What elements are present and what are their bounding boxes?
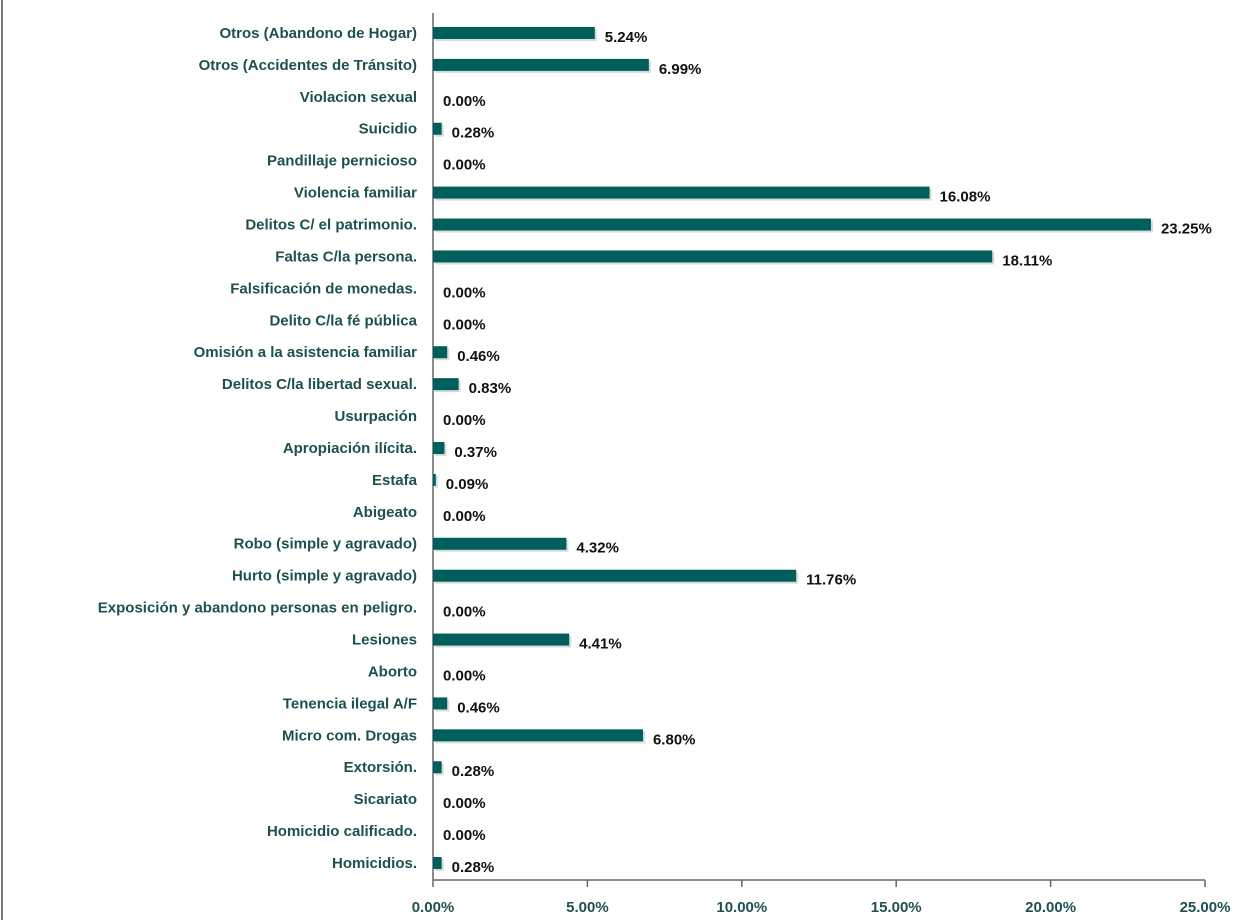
value-label: 0.28% bbox=[452, 859, 495, 876]
x-tick-label: 20.00% bbox=[1025, 899, 1076, 916]
x-tick-label: 25.00% bbox=[1180, 899, 1231, 916]
y-tick-label: Hurto (simple y agravado) bbox=[232, 568, 417, 585]
value-label: 0.83% bbox=[469, 380, 512, 397]
value-label: 6.99% bbox=[659, 61, 702, 78]
bar-shadow bbox=[435, 475, 438, 488]
y-tick-label: Homicidios. bbox=[332, 855, 417, 872]
y-tick-label: Otros (Abandono de Hogar) bbox=[220, 25, 418, 42]
bar bbox=[433, 442, 445, 454]
value-label: 5.24% bbox=[605, 29, 648, 46]
value-label: 23.25% bbox=[1161, 220, 1212, 237]
value-label: 0.46% bbox=[457, 699, 500, 716]
bar bbox=[433, 633, 570, 646]
y-tick-label: Violacion sexual bbox=[300, 89, 417, 106]
y-tick-label: Homicidio calificado. bbox=[267, 823, 417, 840]
value-label: 6.80% bbox=[653, 731, 696, 748]
bar bbox=[433, 537, 567, 550]
y-tick-label: Estafa bbox=[372, 472, 418, 489]
value-label: 0.00% bbox=[443, 93, 486, 110]
bar bbox=[433, 473, 436, 486]
y-tick-label: Otros (Accidentes de Tránsito) bbox=[199, 57, 417, 74]
y-tick-label: Lesiones bbox=[352, 632, 417, 649]
value-label: 0.28% bbox=[452, 763, 495, 780]
y-tick-label: Sicariato bbox=[354, 791, 417, 808]
value-label: 0.00% bbox=[443, 827, 486, 844]
y-tick-label: Abigeato bbox=[353, 504, 417, 521]
y-tick-label: Exposición y abandono personas en peligr… bbox=[98, 600, 417, 617]
y-tick-label: Faltas C/la persona. bbox=[275, 248, 417, 265]
value-label: 0.00% bbox=[443, 508, 486, 525]
y-tick-label: Falsificación de monedas. bbox=[230, 280, 417, 297]
y-tick-label: Usurpación bbox=[334, 408, 417, 425]
x-tick-label: 5.00% bbox=[566, 899, 609, 916]
value-label: 0.00% bbox=[443, 316, 486, 333]
x-tick-label: 0.00% bbox=[412, 899, 455, 916]
bar bbox=[433, 346, 448, 359]
bar bbox=[433, 378, 459, 391]
bar bbox=[433, 250, 993, 263]
bar bbox=[433, 761, 442, 774]
value-label: 0.37% bbox=[454, 444, 497, 461]
value-label: 4.41% bbox=[579, 636, 622, 653]
y-tick-label: Apropiación ilícita. bbox=[283, 440, 417, 457]
bar bbox=[433, 58, 649, 71]
value-label: 0.00% bbox=[443, 412, 486, 429]
y-tick-label: Violencia familiar bbox=[294, 185, 417, 202]
value-label: 0.00% bbox=[443, 157, 486, 174]
bar bbox=[433, 122, 442, 135]
y-tick-label: Micro com. Drogas bbox=[282, 727, 417, 744]
y-tick-label: Robo (simple y agravado) bbox=[234, 536, 417, 553]
value-label: 11.76% bbox=[806, 572, 856, 589]
bar bbox=[433, 218, 1151, 231]
y-tick-label: Pandillaje pernicioso bbox=[267, 153, 417, 170]
y-tick-label: Tenencia ilegal A/F bbox=[283, 695, 417, 712]
y-tick-label: Extorsión. bbox=[344, 759, 417, 776]
bar bbox=[433, 26, 595, 39]
value-label: 0.09% bbox=[446, 476, 489, 493]
value-label: 0.00% bbox=[443, 667, 486, 684]
y-tick-label: Delitos C/ el patrimonio. bbox=[245, 216, 417, 233]
bar bbox=[433, 729, 643, 742]
x-tick-label: 10.00% bbox=[716, 899, 767, 916]
bar bbox=[433, 186, 930, 199]
bar bbox=[433, 697, 448, 710]
value-label: 18.11% bbox=[1002, 252, 1052, 269]
x-tick-label: 15.00% bbox=[871, 899, 922, 916]
y-tick-label: Omisión a la asistencia familiar bbox=[194, 344, 418, 361]
value-label: 0.00% bbox=[443, 604, 486, 621]
bar bbox=[433, 857, 442, 870]
y-tick-label: Aborto bbox=[368, 663, 417, 680]
y-tick-label: Delitos C/la libertad sexual. bbox=[222, 376, 417, 393]
value-label: 0.00% bbox=[443, 795, 486, 812]
value-label: 4.32% bbox=[576, 540, 619, 557]
value-label: 0.00% bbox=[443, 284, 486, 301]
y-tick-label: Delito C/la fé pública bbox=[269, 312, 417, 329]
bar bbox=[433, 569, 797, 582]
value-label: 0.46% bbox=[457, 348, 500, 365]
value-label: 16.08% bbox=[940, 189, 991, 206]
y-tick-label: Suicidio bbox=[359, 121, 417, 138]
value-label: 0.28% bbox=[452, 125, 495, 142]
